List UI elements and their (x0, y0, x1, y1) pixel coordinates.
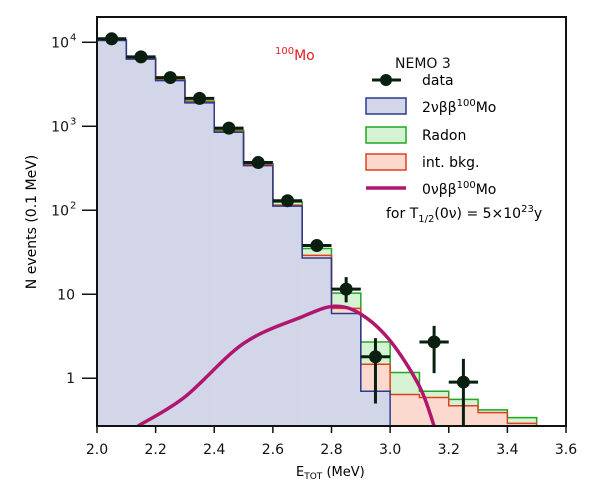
data-point (222, 121, 236, 135)
data-point (310, 239, 324, 253)
x-tick-label: 3.0 (379, 442, 401, 458)
x-tick-label: 3.6 (555, 442, 577, 458)
bar-Radon (507, 417, 537, 426)
isotope-annotation: 100Mo (275, 46, 315, 64)
data-point (339, 282, 353, 296)
legend-2nu-label: 2νββ100Mo (422, 98, 496, 116)
bar-intbkg (478, 412, 508, 426)
chart-title: NEMO 3 (395, 56, 451, 72)
data-point (193, 91, 207, 105)
legend: data 2νββ100Mo Radon int. bkg. 0νββ100Mo… (365, 73, 542, 225)
y-tick-exponent: 3 (70, 116, 76, 127)
y-tick-exponent: 2 (70, 200, 76, 211)
x-tick-label: 2.2 (144, 442, 166, 458)
bar-2 (331, 313, 361, 426)
bar-2 (214, 132, 244, 426)
legend-data-marker (380, 74, 392, 86)
bar-intbkg (507, 423, 537, 426)
bar-2 (126, 59, 156, 426)
data-point (105, 32, 119, 46)
legend-data-label: data (422, 73, 454, 89)
bar-2 (243, 165, 273, 426)
y-tick-label: 10 (51, 119, 69, 135)
data-point (427, 335, 441, 349)
x-tick-label: 3.4 (496, 442, 518, 458)
legend-intbkg-swatch (365, 153, 407, 171)
y-tick-label: 10 (51, 35, 69, 51)
x-tick-label: 2.6 (262, 442, 284, 458)
plot-area (97, 32, 538, 426)
legend-radon-swatch (365, 126, 407, 144)
data-point (163, 71, 177, 85)
x-tick-label: 2.8 (320, 442, 342, 458)
y-tick-label: 10 (51, 203, 69, 219)
y-tick-exponent: 4 (70, 32, 76, 43)
y-tick-label: 10 (57, 287, 75, 303)
data-point (281, 194, 295, 208)
y-axis-label: N events (0.1 MeV) (24, 155, 40, 289)
data-point (134, 50, 148, 64)
legend-halflife-note: for T1/2(0ν) = 5×1023y (386, 204, 542, 225)
bar-2 (155, 80, 185, 426)
bar-2 (272, 206, 303, 426)
x-tick-label: 3.2 (438, 442, 460, 458)
bar-intbkg (390, 394, 420, 426)
x-tick-label: 2.4 (203, 442, 225, 458)
signal-curve (137, 304, 436, 426)
x-axis-label: ETOT (MeV) (296, 465, 365, 482)
x-tick-label: 2.0 (86, 442, 108, 458)
bar-2 (302, 258, 332, 426)
bar-2 (97, 40, 127, 426)
legend-intbkg-label: int. bkg. (422, 155, 479, 171)
data-point (368, 350, 382, 364)
data-point (456, 375, 470, 389)
legend-0nu-label: 0νββ100Mo (422, 180, 496, 198)
legend-2nu-swatch (365, 97, 407, 115)
legend-radon-label: Radon (422, 128, 466, 144)
y-tick-label: 1 (66, 371, 75, 387)
data-point (251, 156, 265, 170)
